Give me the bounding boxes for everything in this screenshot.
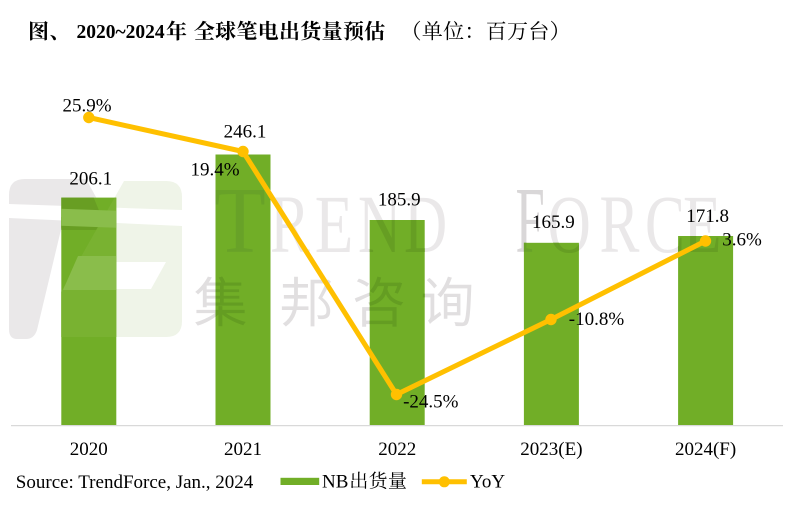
svg-text:25.9%: 25.9%	[62, 96, 111, 117]
svg-text:2022: 2022	[378, 439, 416, 460]
svg-text:171.8: 171.8	[686, 206, 729, 227]
svg-text:3.6%: 3.6%	[722, 230, 762, 251]
svg-text:YoY: YoY	[470, 471, 505, 492]
svg-text:2024(F): 2024(F)	[675, 439, 736, 460]
svg-text:19.4%: 19.4%	[190, 160, 239, 181]
svg-text:T: T	[214, 169, 266, 273]
svg-text:R: R	[600, 179, 640, 271]
svg-text:E: E	[315, 178, 354, 270]
svg-text:185.9: 185.9	[378, 190, 421, 211]
svg-text:246.1: 246.1	[224, 122, 267, 143]
svg-text:-10.8%: -10.8%	[569, 309, 625, 330]
svg-text:Source: TrendForce, Jan., 2024: Source: TrendForce, Jan., 2024	[16, 472, 254, 493]
svg-text:206.1: 206.1	[69, 168, 112, 189]
svg-text:2021: 2021	[224, 439, 262, 460]
svg-text:2020: 2020	[70, 439, 108, 460]
svg-text:165.9: 165.9	[532, 212, 575, 233]
svg-text:-24.5%: -24.5%	[403, 392, 459, 413]
svg-text:NB: NB	[322, 471, 348, 492]
svg-text:2023(E): 2023(E)	[520, 439, 582, 460]
svg-text:2020~2024: 2020~2024	[77, 22, 165, 43]
